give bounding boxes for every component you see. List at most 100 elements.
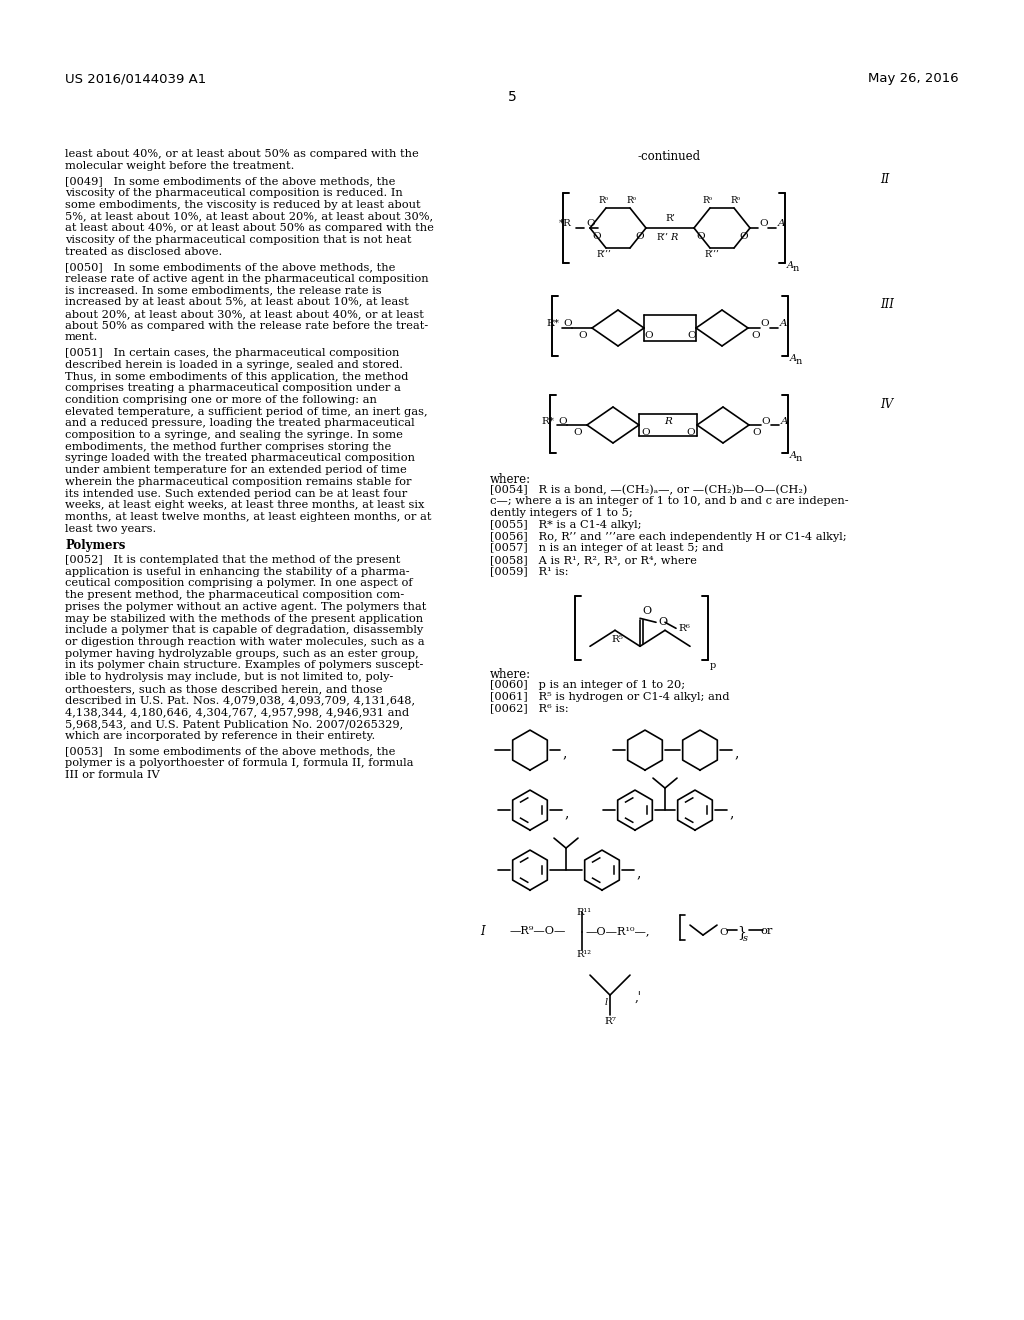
Text: treated as disclosed above.: treated as disclosed above. [65,247,222,256]
Text: A: A [780,319,787,329]
Text: n: n [793,264,800,273]
Text: its intended use. Such extended period can be at least four: its intended use. Such extended period c… [65,488,408,499]
Text: Polymers: Polymers [65,540,125,552]
Text: [0060]   p is an integer of 1 to 20;: [0060] p is an integer of 1 to 20; [490,680,685,690]
Text: III: III [880,298,894,312]
Text: weeks, at least eight weeks, at least three months, at least six: weeks, at least eight weeks, at least th… [65,500,424,511]
Text: O: O [719,928,728,937]
Text: or: or [760,927,772,936]
Text: O: O [739,232,748,242]
Text: about 20%, at least about 30%, at least about 40%, or at least: about 20%, at least about 30%, at least … [65,309,424,319]
Text: ,: , [562,746,566,760]
Text: [0055]   R* is a C1-4 alkyl;: [0055] R* is a C1-4 alkyl; [490,520,641,529]
Text: 5: 5 [508,90,516,104]
Text: syringe loaded with the treated pharmaceutical composition: syringe loaded with the treated pharmace… [65,454,415,463]
Text: polymer is a polyorthoester of formula I, formula II, formula: polymer is a polyorthoester of formula I… [65,758,414,768]
Text: comprises treating a pharmaceutical composition under a: comprises treating a pharmaceutical comp… [65,383,400,393]
Text: O: O [687,331,696,341]
Text: O: O [686,428,695,437]
Text: O: O [761,417,770,425]
Text: least two years.: least two years. [65,524,157,533]
Text: n: n [796,356,802,366]
Text: [0058]   A is R¹, R², R³, or R⁴, where: [0058] A is R¹, R², R³, or R⁴, where [490,554,697,565]
Text: described in U.S. Pat. Nos. 4,079,038, 4,093,709, 4,131,648,: described in U.S. Pat. Nos. 4,079,038, 4… [65,696,415,705]
Text: wherein the pharmaceutical composition remains stable for: wherein the pharmaceutical composition r… [65,477,412,487]
Text: embodiments, the method further comprises storing the: embodiments, the method further comprise… [65,442,391,451]
Text: A: A [778,219,785,228]
Text: —R⁹—O—: —R⁹—O— [510,927,566,936]
Text: or digestion through reaction with water molecules, such as a: or digestion through reaction with water… [65,638,425,647]
Text: l: l [605,998,608,1007]
Text: described herein is loaded in a syringe, sealed and stored.: described herein is loaded in a syringe,… [65,360,403,370]
Text: R’’’: R’’’ [597,249,611,259]
Text: O: O [641,428,649,437]
Text: about 50% as compared with the release rate before the treat-: about 50% as compared with the release r… [65,321,428,331]
Text: O: O [635,232,644,242]
Text: in its polymer chain structure. Examples of polymers suscept-: in its polymer chain structure. Examples… [65,660,423,671]
Text: [0061]   R⁵ is hydrogen or C1-4 alkyl; and: [0061] R⁵ is hydrogen or C1-4 alkyl; and [490,692,729,702]
Text: release rate of active agent in the pharmaceutical composition: release rate of active agent in the phar… [65,275,429,284]
Text: [0053]   In some embodiments of the above methods, the: [0053] In some embodiments of the above … [65,746,395,756]
Text: [0062]   R⁶ is:: [0062] R⁶ is: [490,704,568,713]
Text: A: A [790,451,797,459]
Text: p: p [710,661,716,671]
Text: s: s [743,935,748,942]
Text: O: O [696,232,705,242]
Text: polymer having hydrolyzable groups, such as an ester group,: polymer having hydrolyzable groups, such… [65,648,419,659]
Text: *R: *R [559,219,572,228]
Text: O: O [644,331,652,341]
Text: I: I [480,925,484,939]
Text: which are incorporated by reference in their entirety.: which are incorporated by reference in t… [65,730,375,741]
Text: Rᵒ: Rᵒ [599,195,609,205]
Text: Rᵒ: Rᵒ [731,195,741,205]
Text: is increased. In some embodiments, the release rate is: is increased. In some embodiments, the r… [65,285,382,296]
Text: —O—R¹⁰—,: —O—R¹⁰—, [585,927,649,936]
Text: O: O [642,606,651,616]
Text: R¹²: R¹² [575,950,591,960]
Text: O: O [558,417,567,425]
Text: at least about 40%, or at least about 50% as compared with the: at least about 40%, or at least about 50… [65,223,434,234]
Text: increased by at least about 5%, at least about 10%, at least: increased by at least about 5%, at least… [65,297,409,308]
Text: 5,968,543, and U.S. Patent Publication No. 2007/0265329,: 5,968,543, and U.S. Patent Publication N… [65,719,403,729]
Text: R: R [671,234,678,242]
Text: O: O [752,428,761,437]
Text: [0052]   It is contemplated that the method of the present: [0052] It is contemplated that the metho… [65,556,400,565]
Text: O: O [658,618,667,627]
Text: R: R [664,417,672,426]
Text: R¹¹: R¹¹ [575,908,591,917]
Text: A: A [790,354,797,363]
Text: and a reduced pressure, loading the treated pharmaceutical: and a reduced pressure, loading the trea… [65,418,415,429]
Text: R*: R* [541,417,554,425]
Text: O: O [579,331,587,341]
Text: [0049]   In some embodiments of the above methods, the: [0049] In some embodiments of the above … [65,177,395,186]
Text: c—; where a is an integer of 1 to 10, and b and c are indepen-: c—; where a is an integer of 1 to 10, an… [490,496,849,507]
Text: R’’’: R’’’ [705,249,720,259]
Text: R⁵: R⁵ [611,635,623,644]
Text: prises the polymer without an active agent. The polymers that: prises the polymer without an active age… [65,602,426,612]
Text: ceutical composition comprising a polymer. In one aspect of: ceutical composition comprising a polyme… [65,578,413,589]
Text: 4,138,344, 4,180,646, 4,304,767, 4,957,998, 4,946,931 and: 4,138,344, 4,180,646, 4,304,767, 4,957,9… [65,708,410,717]
Text: ,': ,' [635,991,642,1005]
Text: elevated temperature, a sufficient period of time, an inert gas,: elevated temperature, a sufficient perio… [65,407,428,417]
Text: application is useful in enhancing the stability of a pharma-: application is useful in enhancing the s… [65,566,410,577]
Text: }: } [737,925,745,939]
Text: molecular weight before the treatment.: molecular weight before the treatment. [65,161,294,170]
Text: months, at least twelve months, at least eighteen months, or at: months, at least twelve months, at least… [65,512,431,521]
Text: O: O [563,319,572,329]
Text: viscosity of the pharmaceutical composition is reduced. In: viscosity of the pharmaceutical composit… [65,187,402,198]
Text: May 26, 2016: May 26, 2016 [868,73,959,84]
Text: some embodiments, the viscosity is reduced by at least about: some embodiments, the viscosity is reduc… [65,199,421,210]
Text: III or formula IV: III or formula IV [65,770,160,780]
Text: -continued: -continued [637,150,700,162]
Text: [0054]   R is a bond, —(CH₂)ₐ—, or —(CH₂)b—O—(CH₂): [0054] R is a bond, —(CH₂)ₐ—, or —(CH₂)b… [490,484,807,495]
Text: Thus, in some embodiments of this application, the method: Thus, in some embodiments of this applic… [65,372,409,381]
Text: Rᵒ: Rᵒ [627,195,637,205]
Text: where:: where: [490,668,531,681]
Text: O: O [573,428,582,437]
Text: II: II [880,173,889,186]
Text: R’: R’ [665,214,675,223]
Text: 5%, at least about 10%, at least about 20%, at least about 30%,: 5%, at least about 10%, at least about 2… [65,211,433,222]
Text: ment.: ment. [65,333,98,342]
Text: ,: , [734,746,738,760]
Text: [0050]   In some embodiments of the above methods, the: [0050] In some embodiments of the above … [65,263,395,272]
